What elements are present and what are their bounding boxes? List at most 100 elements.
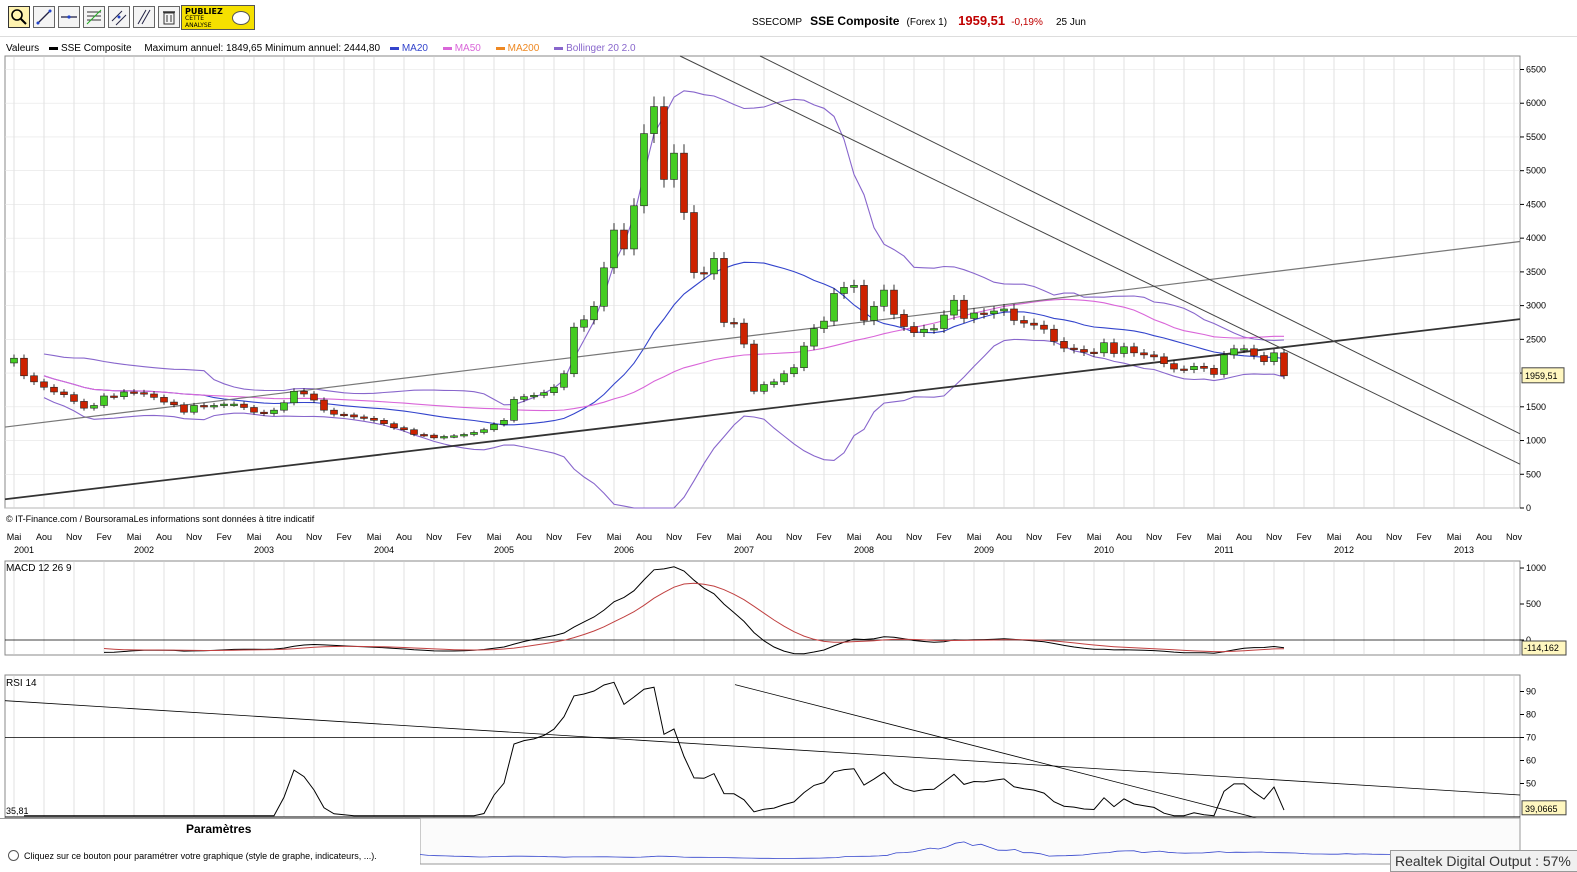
year-label: 2004: [374, 545, 394, 555]
trash-icon[interactable]: [158, 6, 180, 28]
market: (Forex 1): [906, 17, 948, 28]
month-tick-label: Fev: [576, 532, 592, 542]
macd-label: MACD 12 26 9: [6, 563, 72, 574]
month-tick-label: Aou: [636, 532, 652, 542]
candle: [630, 205, 638, 250]
candle: [1090, 351, 1098, 354]
month-tick-label: Mai: [967, 532, 982, 542]
macd-line: [103, 566, 1285, 655]
candle: [1190, 366, 1198, 371]
month-tick-label: Nov: [1266, 532, 1283, 542]
candle: [800, 345, 808, 368]
candle: [770, 381, 778, 385]
candle: [810, 328, 818, 347]
rsi-left-value: 35,81: [6, 806, 29, 816]
legend-range: Maximum annuel: 1849,65 Minimum annuel: …: [144, 43, 381, 54]
macd-tick-label: 1000: [1526, 563, 1546, 573]
month-tick-label: Aou: [756, 532, 772, 542]
candle: [1130, 346, 1138, 354]
legend-bollinger-label: Bollinger 20 2.0: [566, 43, 636, 54]
y-tick-label: 5000: [1526, 166, 1546, 176]
candle: [1010, 308, 1018, 321]
y-tick-label: 1000: [1526, 436, 1546, 446]
candle: [1210, 368, 1218, 375]
candle: [640, 133, 648, 207]
trend-line: [4, 318, 1521, 501]
settings-hint: Cliquez sur ce bouton pour paramétrer vo…: [24, 851, 377, 861]
settings-panel: Paramètres Cliquez sur ce bouton pour pa…: [0, 818, 420, 865]
candle: [80, 401, 88, 409]
legend-ma20-label: MA20: [401, 43, 428, 54]
candle: [1080, 349, 1088, 353]
quote-header: SSECOMP SSE Composite (Forex 1) 1959,51 …: [752, 13, 1086, 28]
y-tick-label: 6500: [1526, 64, 1546, 74]
legend-ma20: MA20: [388, 43, 433, 54]
candle: [1260, 355, 1268, 362]
y-tick-label: 0: [1526, 503, 1531, 513]
line-icon[interactable]: [33, 6, 55, 28]
candle: [870, 305, 878, 321]
candle: [540, 392, 548, 396]
rsi-value-label: 39,0665: [1525, 804, 1558, 814]
candle: [360, 416, 368, 419]
candle: [320, 399, 328, 411]
horizontal-line-icon[interactable]: [58, 6, 80, 28]
candle: [1120, 346, 1128, 354]
candle: [390, 423, 398, 429]
month-tick-label: Fev: [1416, 532, 1432, 542]
legend-ma200: MA200: [494, 43, 545, 54]
candle: [20, 357, 28, 377]
year-label: 2002: [134, 545, 154, 555]
month-tick-label: Aou: [876, 532, 892, 542]
candle: [1020, 320, 1028, 324]
month-tick-label: Fev: [1296, 532, 1312, 542]
month-tick-label: Aou: [396, 532, 412, 542]
candle: [530, 395, 538, 398]
candle: [460, 434, 468, 437]
settings-gear-icon[interactable]: [8, 850, 19, 861]
candle: [1270, 352, 1278, 362]
candle: [730, 322, 738, 325]
candle: [680, 152, 688, 213]
toolbar: PUBLIEZ CETTE ANALYSE: [0, 0, 1577, 37]
candle: [300, 390, 308, 395]
channel-icon[interactable]: [108, 6, 130, 28]
candle: [710, 258, 718, 275]
fibonacci-icon[interactable]: [83, 6, 105, 28]
year-label: 2005: [494, 545, 514, 555]
candle: [690, 212, 698, 273]
candle: [370, 417, 378, 421]
month-tick-label: Mai: [607, 532, 622, 542]
month-tick-label: Fev: [696, 532, 712, 542]
candle: [120, 391, 128, 397]
month-tick-label: Aou: [996, 532, 1012, 542]
macd-signal-line: [103, 582, 1285, 653]
price-change: -0,19%: [1011, 17, 1043, 28]
candle: [740, 322, 748, 345]
publish-title: PUBLIEZ: [185, 7, 223, 16]
candle: [1070, 347, 1078, 350]
rsi-line: [24, 681, 1285, 817]
month-tick-label: Fev: [1056, 532, 1072, 542]
parallel-lines-icon[interactable]: [133, 6, 155, 28]
month-tick-label: Mai: [127, 532, 142, 542]
rsi-label: RSI 14: [6, 678, 37, 689]
candle: [420, 434, 428, 437]
y-tick-label: 1500: [1526, 402, 1546, 412]
zoom-icon[interactable]: [8, 6, 30, 28]
rsi-tick-label: 70: [1526, 733, 1536, 743]
publish-analysis-button[interactable]: PUBLIEZ CETTE ANALYSE: [181, 5, 255, 30]
candle: [500, 419, 508, 425]
candle: [480, 429, 488, 433]
candle: [1230, 348, 1238, 356]
month-tick-label: Fev: [96, 532, 112, 542]
last-price: 1959,51: [958, 13, 1006, 28]
candle: [50, 386, 58, 393]
month-tick-label: Nov: [906, 532, 923, 542]
candle: [520, 396, 528, 400]
candle: [90, 405, 98, 409]
candle: [450, 435, 458, 438]
month-tick-label: Aou: [276, 532, 292, 542]
candle: [200, 405, 208, 408]
